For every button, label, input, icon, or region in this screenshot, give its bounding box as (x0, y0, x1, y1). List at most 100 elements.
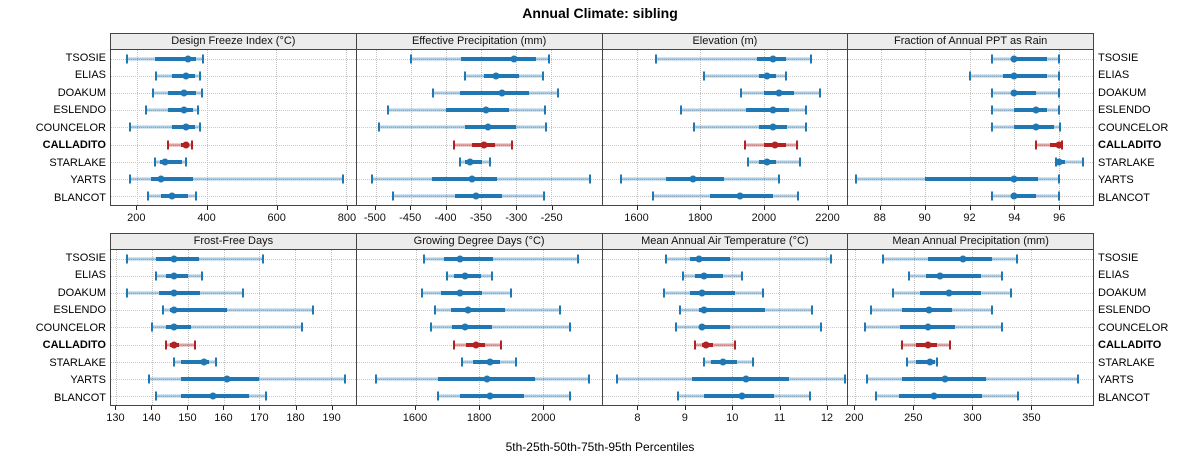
whisker-low-band (991, 125, 1014, 129)
whisker-low-band (694, 343, 702, 347)
whisker-cap-high (1000, 271, 1003, 281)
x-tick-mark (732, 406, 734, 410)
whisker-low-band (130, 125, 172, 129)
whisker-cap-low (125, 54, 128, 64)
median-dot (1032, 123, 1040, 131)
whisker-high-band (515, 125, 547, 129)
whisker-cap-low (458, 157, 461, 167)
site-label: YARTS (70, 174, 106, 187)
whisker-cap-high (200, 88, 203, 98)
x-tick-label: 1600 (624, 212, 649, 224)
row-gridline (111, 293, 356, 295)
whisker-cap-high (1057, 54, 1060, 64)
whisker-high-band (785, 57, 811, 61)
x-tick-label: 130 (106, 412, 125, 424)
row-gridline (111, 110, 356, 112)
median-dot (456, 255, 464, 263)
whisker-cap-low (420, 288, 423, 298)
whisker-low-band (145, 108, 169, 112)
whisker-low-band (375, 377, 438, 381)
whisker-cap-high (1017, 391, 1020, 401)
site-row (602, 302, 848, 319)
whisker-cap-high (545, 122, 548, 132)
panel-plot (110, 50, 357, 206)
whisker-high-band (535, 57, 549, 61)
whisker-high-band (196, 91, 202, 95)
whisker-low-band (437, 394, 461, 398)
whisker-high-band (178, 343, 195, 347)
whisker-cap-low (677, 391, 680, 401)
whisker-cap-low (460, 357, 463, 367)
whisker-cap-low (433, 305, 436, 315)
panel-row-1: TSOSIE ELIAS DOAKUM ESLENDO COUNCELOR CALLADI… (0, 33, 1200, 229)
row-gridline (602, 275, 848, 277)
whisker-low-band (433, 91, 460, 95)
median-dot (924, 323, 932, 331)
row-gridline (356, 75, 602, 77)
iqr-bar (699, 325, 730, 330)
whisker-cap-high (1000, 322, 1003, 332)
whisker-low-band (617, 377, 693, 381)
whisker-cap-low (968, 71, 971, 81)
whisker-cap-high (193, 340, 196, 350)
x-tick-mark (374, 206, 376, 210)
site-row (111, 84, 356, 101)
whisker-cap-low (740, 88, 743, 98)
whisker-low-band (447, 274, 454, 278)
whisker-cap-low (693, 122, 696, 132)
x-axis: 1600 1800 2000 (356, 406, 603, 430)
row-gridline (602, 144, 848, 146)
whisker-low-band (991, 57, 1014, 61)
x-axis: 130 140 150 160 170 180 190 (106, 406, 357, 430)
median-dot (941, 375, 949, 383)
median-dot (1010, 175, 1018, 183)
whisker-low-band (393, 194, 455, 198)
iqr-bar (1002, 73, 1048, 78)
whisker-low-band (1036, 143, 1050, 147)
site-row (356, 336, 602, 353)
whisker-cap-low (990, 122, 993, 132)
site-label: COUNCELOR (35, 121, 106, 134)
whisker-low-band (388, 108, 446, 112)
whisker-low-band (909, 274, 926, 278)
whisker-low-band (991, 194, 1014, 198)
whisker-low-band (991, 91, 1014, 95)
x-tick-label: 2000 (751, 212, 777, 224)
site-row (848, 353, 1093, 370)
site-row (602, 153, 848, 170)
whisker-cap-low (165, 340, 168, 350)
iqr-bar (151, 177, 193, 182)
whisker-low-band (156, 74, 172, 78)
site-label: ESLENDO (53, 304, 106, 317)
row-gridline (111, 127, 356, 129)
whisker-high-band (785, 143, 797, 147)
iqr-bar (898, 394, 982, 399)
site-row (848, 171, 1093, 188)
whisker-low-band (431, 325, 453, 329)
whisker-high-band (194, 125, 200, 129)
whisker-cap-low (990, 191, 993, 201)
whisker-low-band (678, 394, 704, 398)
whisker-low-band (173, 360, 181, 364)
x-tick-label: 12 (820, 412, 834, 424)
whisker-cap-high (809, 54, 812, 64)
x-tick-label: 300 (963, 412, 982, 424)
x-tick-label: 88 (873, 212, 886, 224)
x-axis: 200 400 600 800 (110, 206, 357, 230)
site-label: ESLENDO (1098, 104, 1151, 117)
whisker-high-band (729, 257, 831, 261)
whisker-cap-low (990, 54, 993, 64)
x-tick-mark (551, 206, 553, 210)
iqr-bar (689, 256, 730, 261)
whisker-low-band (870, 308, 903, 312)
site-row (356, 388, 602, 405)
whisker-cap-low (387, 105, 390, 115)
whisker-high-band (248, 394, 267, 398)
whisker-cap-high (740, 271, 743, 281)
whisker-cap-low (990, 88, 993, 98)
whisker-cap-high (544, 105, 547, 115)
whisker-cap-low (616, 374, 619, 384)
x-tick-mark (259, 406, 261, 410)
site-row (848, 336, 1093, 353)
whisker-cap-high (190, 140, 193, 150)
